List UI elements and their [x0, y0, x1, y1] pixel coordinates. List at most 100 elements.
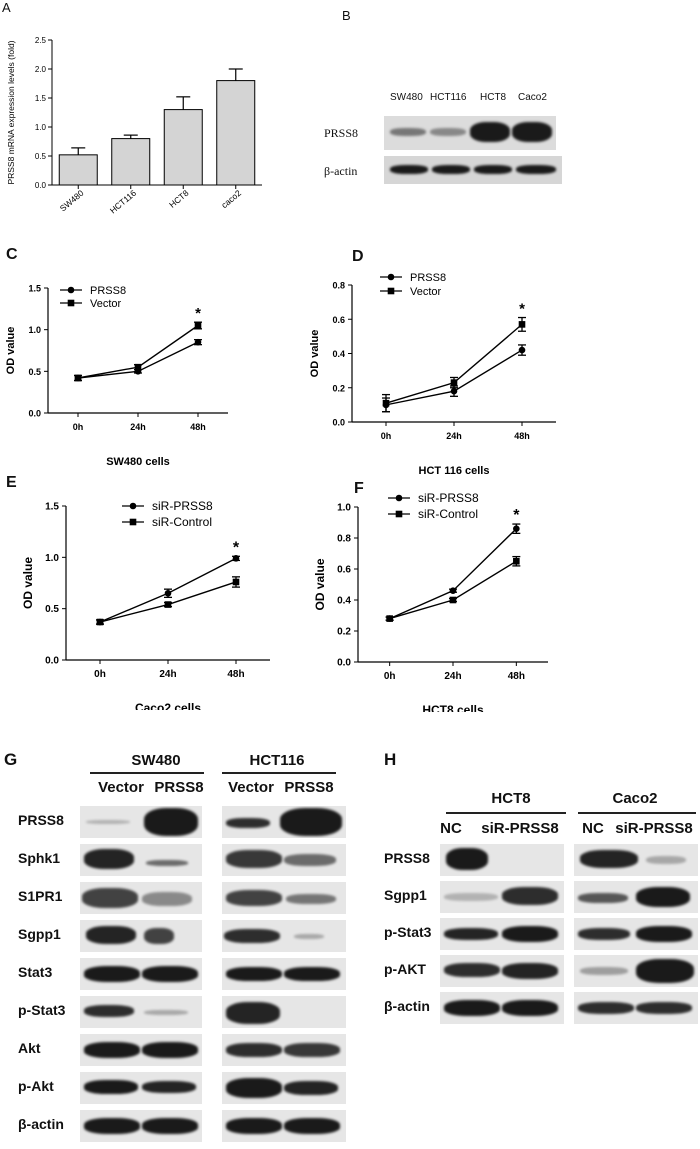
- bar: [58, 154, 98, 186]
- data-point: [164, 589, 172, 597]
- blot-strip: [574, 955, 698, 987]
- blot-band: [82, 888, 138, 908]
- blot-b-lane-3: HCT8: [480, 92, 507, 103]
- y-tick-label: 0.0: [332, 418, 345, 428]
- blot-band: [142, 1118, 198, 1134]
- blot-band: [502, 887, 558, 905]
- blot-strip: [574, 992, 698, 1024]
- panel-label-a: A: [2, 0, 11, 15]
- x-tick-label: caco2: [219, 188, 243, 210]
- blot-row-label: β-actin: [18, 1116, 64, 1132]
- blot-band: [226, 1118, 282, 1134]
- data-point: [449, 587, 457, 594]
- blot-band: [580, 850, 638, 868]
- line-chart-d: 0.0 0.2 0.4 0.6 0.8 0h 24h 48h OD value HCT 116 c…: [309, 272, 556, 477]
- y-tick-label: 0.5: [35, 152, 47, 161]
- x-tick-label: HCT116: [108, 188, 138, 216]
- panel-label-b: B: [342, 8, 351, 23]
- line-chart-e: 0.0 0.5 1.0 1.5 0h 24h 48h OD value Caco2 cells s…: [21, 499, 270, 710]
- significance-marker: *: [195, 305, 201, 322]
- x-tick-label: 48h: [227, 669, 244, 680]
- blot-band: [284, 1118, 340, 1134]
- blot-h-group-2: Caco2: [612, 790, 658, 807]
- legend-label: Vector: [90, 298, 122, 310]
- legend-marker: [387, 287, 395, 295]
- blot-band: [502, 1000, 558, 1016]
- y-tick-label: 0.6: [337, 565, 351, 576]
- blot-strip: [440, 992, 564, 1024]
- blot-g-lane-1: Vector: [98, 779, 144, 796]
- blot-band: [224, 929, 280, 943]
- blot-band: [86, 820, 130, 824]
- legend-label: siR-Control: [418, 507, 478, 521]
- blot-band: [280, 808, 342, 836]
- blot-g-lane-2: PRSS8: [154, 779, 204, 796]
- legend-label: siR-PRSS8: [152, 499, 213, 513]
- blot-band: [226, 890, 282, 906]
- panel-label-e: E: [6, 474, 17, 491]
- blot-b-lane-4: Caco2: [518, 92, 547, 103]
- blot-band: [286, 894, 336, 904]
- data-point: [382, 399, 390, 407]
- y-tick-label: 0.0: [337, 658, 351, 669]
- legend-marker: [129, 518, 137, 526]
- y-tick-label: 0.5: [45, 604, 59, 615]
- blot-band: [284, 1081, 338, 1095]
- blot-strip: [80, 1072, 202, 1104]
- data-point: [513, 557, 520, 565]
- legend-marker: [129, 502, 137, 510]
- legend-label: Vector: [410, 286, 442, 298]
- data-point: [74, 374, 82, 382]
- blot-strip: [80, 806, 202, 838]
- blot-strip: [222, 920, 346, 952]
- blot-strip: [80, 1034, 202, 1066]
- blot-band: [578, 928, 630, 940]
- x-axis-label: HCT8 cells: [422, 703, 484, 712]
- blot-band: [580, 967, 628, 975]
- blot-band: [84, 1042, 140, 1058]
- x-tick-label: 24h: [130, 422, 146, 432]
- y-tick-label: 0.0: [28, 409, 41, 419]
- blot-row-label: S1PR1: [18, 888, 63, 904]
- legend-marker: [387, 273, 395, 281]
- blot-strip: [222, 806, 346, 838]
- blot-strip: [222, 1072, 346, 1104]
- blot-band: [226, 818, 270, 828]
- blot-strip: [222, 958, 346, 990]
- blot-b-row-prss8: PRSS8: [324, 126, 359, 140]
- blot-band: [646, 856, 686, 864]
- y-axis-label: OD value: [313, 558, 327, 610]
- blot-row-label: PRSS8: [384, 850, 430, 866]
- y-tick-label: 2.0: [35, 65, 47, 74]
- blot-h-lane-4: siR-PRSS8: [615, 820, 693, 837]
- data-point: [232, 578, 240, 586]
- y-tick-label: 0.2: [337, 627, 351, 638]
- data-point: [449, 596, 457, 604]
- blot-h-underline-1: [446, 812, 566, 814]
- blot-band: [444, 1000, 500, 1016]
- blot-strip: [574, 844, 698, 876]
- blot-band: [84, 1080, 138, 1094]
- legend-label: siR-PRSS8: [418, 491, 479, 505]
- bar: [163, 109, 203, 186]
- x-tick-label: 48h: [514, 431, 530, 441]
- significance-marker: *: [513, 507, 520, 524]
- y-axis-label: PRSS8 mRNA expression levels (fold): [6, 40, 16, 184]
- blot-row-label: p-Stat3: [384, 924, 432, 940]
- blot-band: [226, 1043, 282, 1057]
- y-tick-label: 1.0: [28, 325, 41, 335]
- x-axis-label: HCT 116 cells: [419, 465, 490, 477]
- significance-marker: *: [519, 301, 525, 318]
- blot-strip: [222, 1110, 346, 1142]
- blot-band: [578, 1002, 634, 1014]
- blot-band: [284, 1043, 340, 1057]
- y-tick-label: 1.0: [45, 553, 59, 564]
- y-tick-label: 0.8: [337, 534, 351, 545]
- bar: [111, 138, 151, 186]
- blot-strip: [80, 996, 202, 1028]
- y-tick-label: 0.4: [332, 349, 345, 359]
- blot-row-label: Akt: [18, 1040, 41, 1056]
- blot-strip: [222, 996, 346, 1028]
- line-chart-f: 0.0 0.2 0.4 0.6 0.8 1.0 0h 24h 48h OD value HCT8 c…: [313, 491, 548, 712]
- blot-strip: [80, 844, 202, 876]
